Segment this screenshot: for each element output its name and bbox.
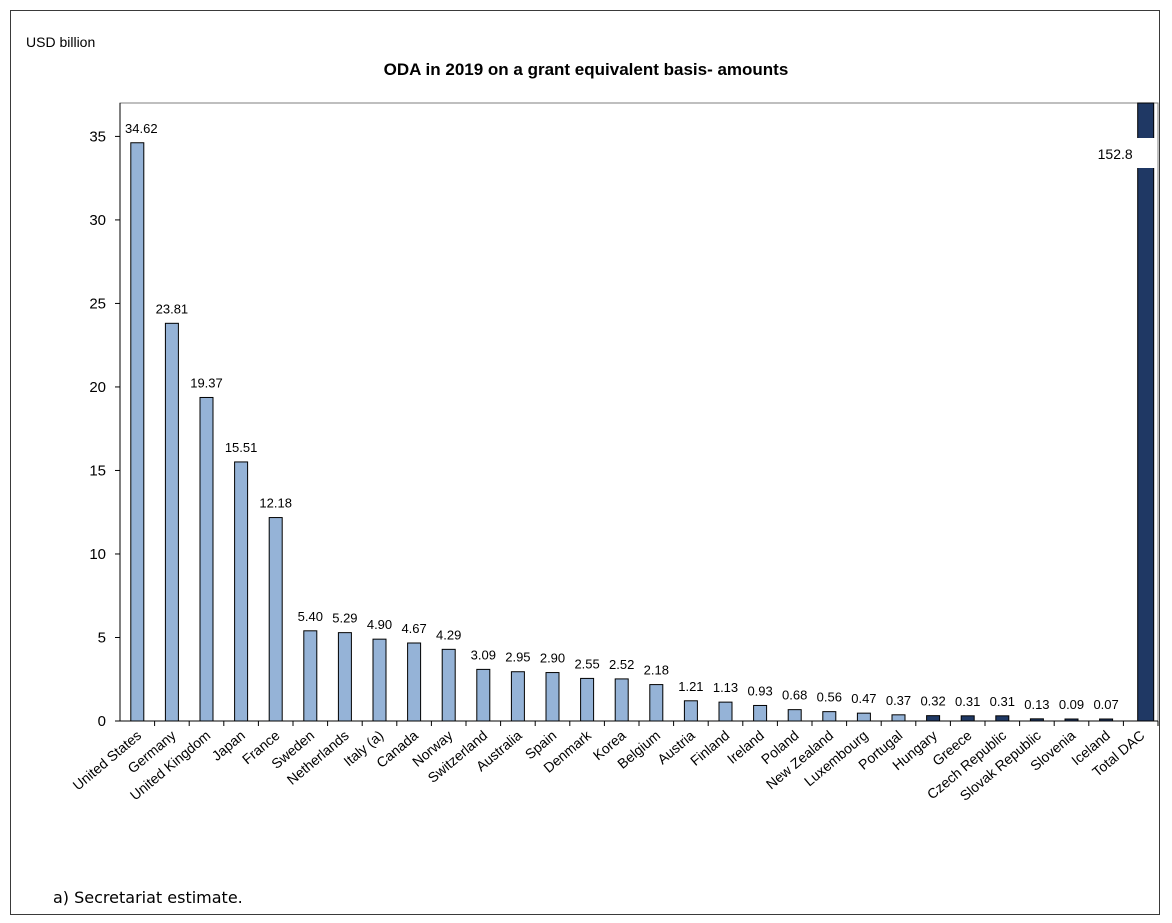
chart-title: ODA in 2019 on a grant equivalent basis-… xyxy=(383,60,789,79)
data-label: 23.81 xyxy=(156,301,189,316)
data-label: 2.18 xyxy=(644,663,669,678)
bar xyxy=(372,638,387,722)
data-label: 15.51 xyxy=(225,440,258,455)
data-label: 0.37 xyxy=(886,693,911,708)
bar xyxy=(718,701,733,722)
bar xyxy=(199,396,214,722)
data-label: 3.09 xyxy=(471,647,496,662)
bar xyxy=(303,630,318,722)
data-label: 2.95 xyxy=(505,650,530,665)
bar xyxy=(822,711,837,722)
data-label: 0.13 xyxy=(1024,697,1049,712)
data-label: 34.62 xyxy=(125,121,158,136)
bar xyxy=(995,715,1010,722)
bar xyxy=(856,712,871,722)
bar xyxy=(926,715,941,722)
data-label: 0.09 xyxy=(1059,697,1084,712)
bar xyxy=(580,677,595,722)
bar xyxy=(407,642,422,722)
x-category-label: Finland xyxy=(687,727,732,769)
y-tick-label: 35 xyxy=(89,128,106,145)
data-label: 0.32 xyxy=(920,694,945,709)
bar xyxy=(787,709,802,722)
bar xyxy=(753,704,768,722)
data-label: 0.07 xyxy=(1093,697,1118,712)
bar xyxy=(164,322,179,722)
data-label: 5.29 xyxy=(332,611,357,626)
data-label: 2.52 xyxy=(609,657,634,672)
y-tick-label: 25 xyxy=(89,295,106,312)
data-label: 4.90 xyxy=(367,617,392,632)
data-label: 19.37 xyxy=(190,375,223,390)
bar xyxy=(130,142,145,722)
data-label: 0.93 xyxy=(747,683,772,698)
data-label: 5.40 xyxy=(298,609,323,624)
bar xyxy=(1029,718,1044,722)
y-tick-label: 5 xyxy=(98,629,106,646)
data-label: 0.47 xyxy=(851,691,876,706)
bar xyxy=(614,678,629,722)
data-label: 1.21 xyxy=(678,679,703,694)
data-label: 0.56 xyxy=(817,690,842,705)
bar xyxy=(268,517,283,722)
bar xyxy=(649,684,664,722)
data-label: 1.13 xyxy=(713,680,738,695)
data-label: 2.90 xyxy=(540,651,565,666)
x-category-label: Ireland xyxy=(724,727,767,767)
bar xyxy=(1064,718,1079,722)
data-label: 0.31 xyxy=(990,694,1015,709)
axis-break-gap xyxy=(1082,138,1156,168)
bar xyxy=(441,648,456,722)
data-label: 2.55 xyxy=(574,656,599,671)
footnote: a) Secretariat estimate. xyxy=(53,888,243,907)
data-label: 4.29 xyxy=(436,627,461,642)
y-tick-label: 20 xyxy=(89,379,106,396)
data-label: 4.67 xyxy=(401,621,426,636)
data-label: 0.68 xyxy=(782,688,807,703)
data-label: 12.18 xyxy=(259,496,292,511)
y-tick-label: 30 xyxy=(89,212,106,229)
bar-total-dac xyxy=(1137,102,1155,722)
y-axis-unit-label: USD billion xyxy=(26,34,96,50)
bar xyxy=(545,672,560,722)
bar xyxy=(1099,718,1114,722)
y-tick-label: 15 xyxy=(89,462,106,479)
data-label-total-dac: 152.8 xyxy=(1098,146,1133,162)
y-tick-label: 10 xyxy=(89,546,106,563)
bar xyxy=(476,668,491,722)
y-tick-label: 0 xyxy=(98,713,106,730)
bar xyxy=(683,700,698,722)
bar xyxy=(510,671,525,722)
bar xyxy=(234,461,249,722)
bar xyxy=(337,632,352,722)
bar xyxy=(960,715,975,722)
data-label: 0.31 xyxy=(955,694,980,709)
bar xyxy=(891,714,906,722)
